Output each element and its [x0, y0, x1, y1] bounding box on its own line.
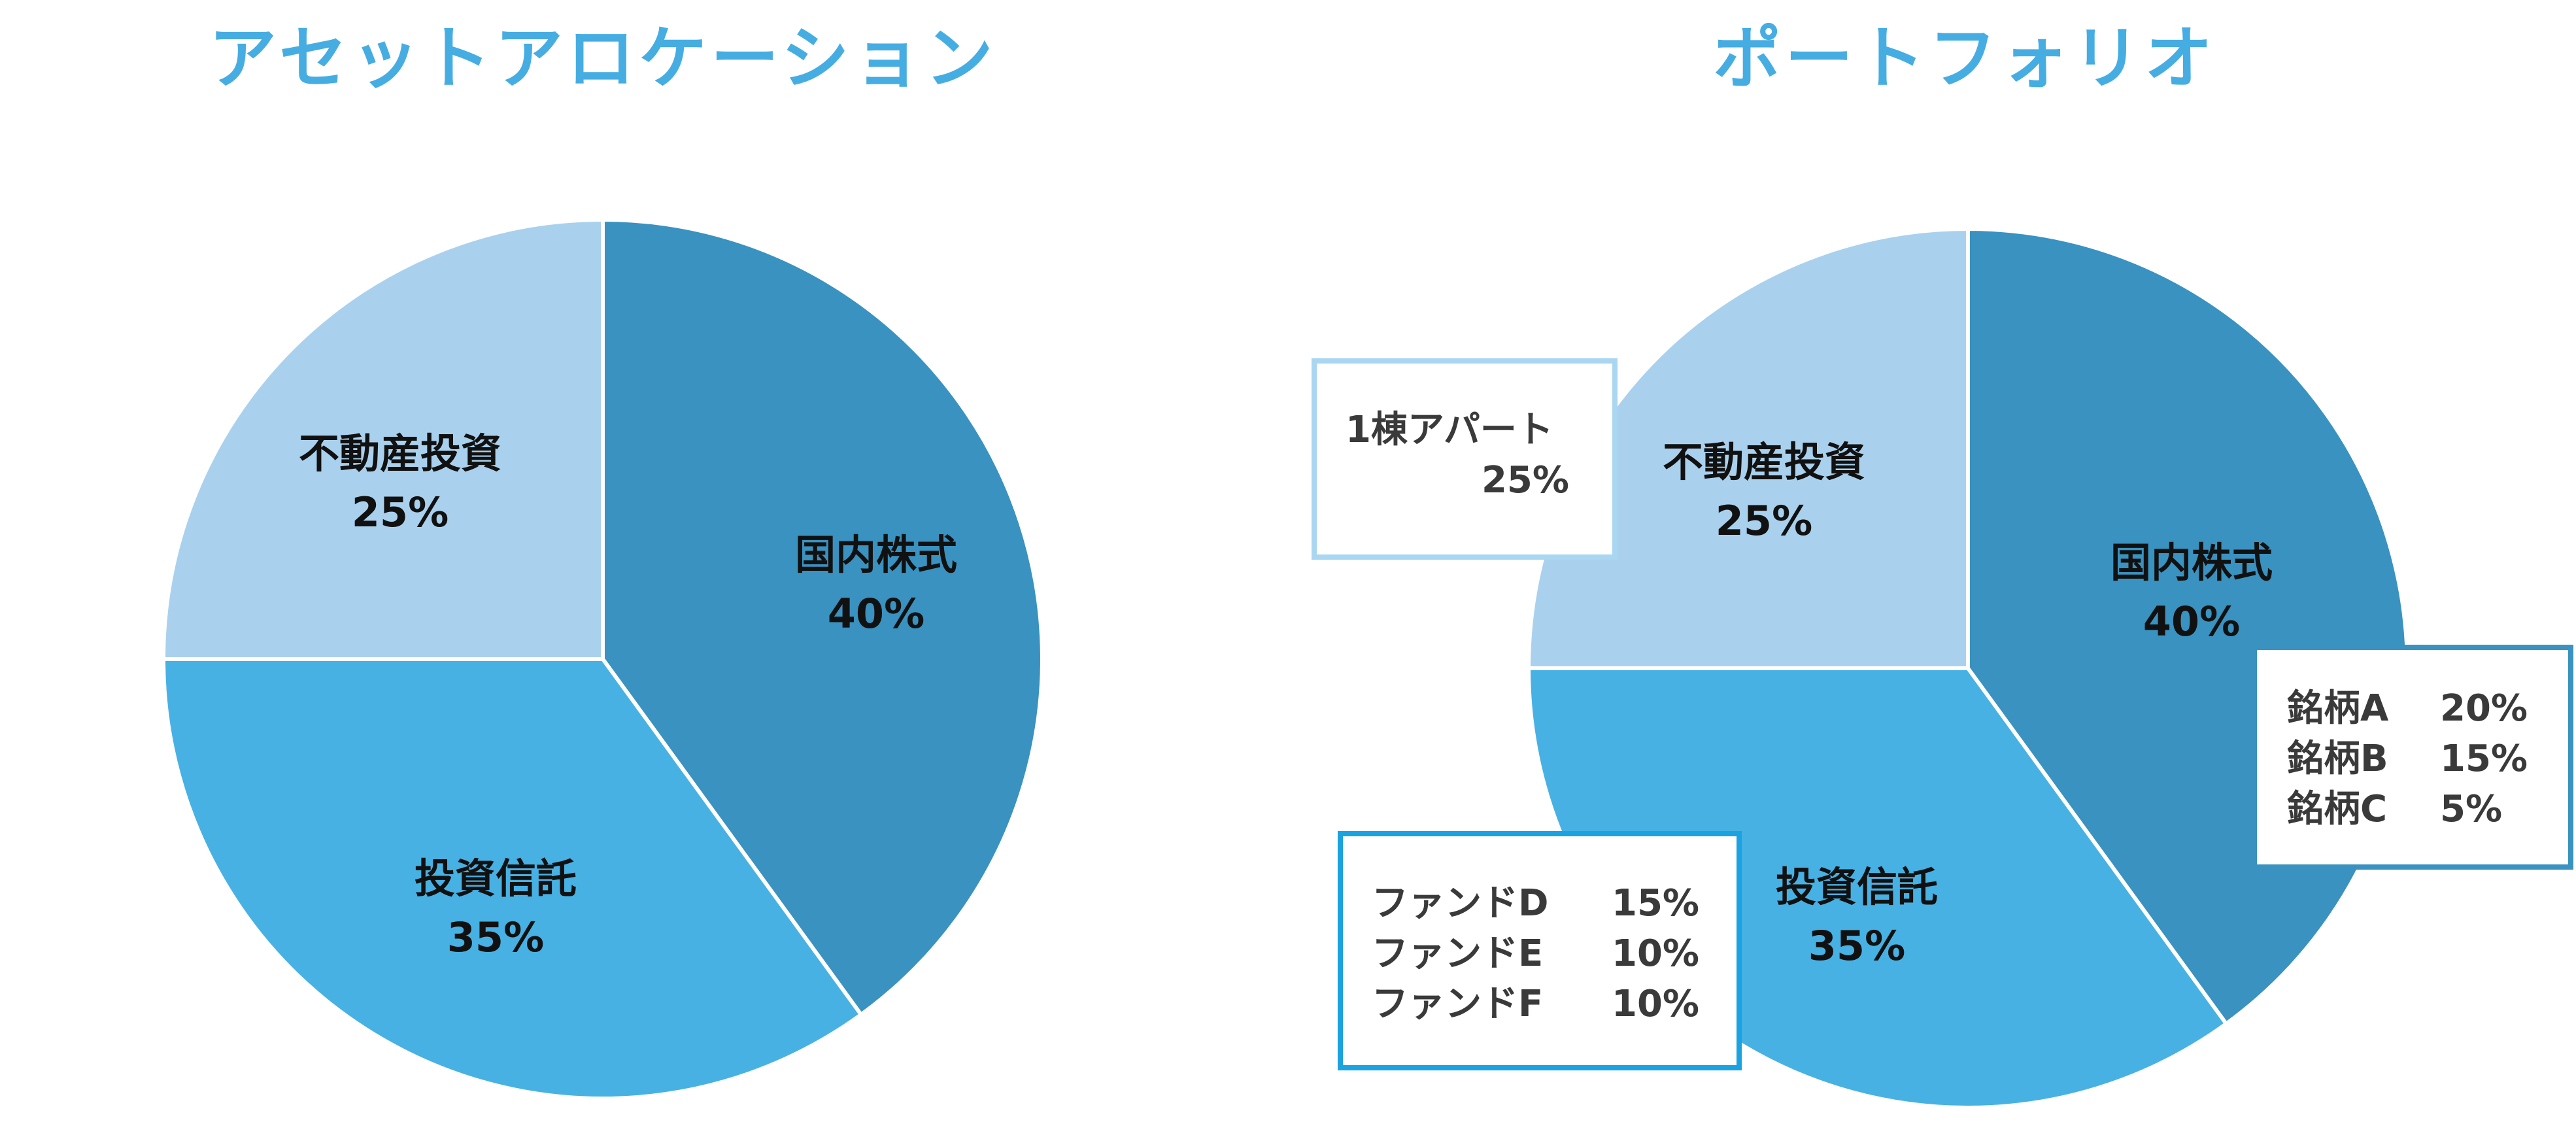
slice-label-domestic-stocks-name: 国内株式: [2110, 539, 2273, 587]
pie-slice-investment-trusts: [161, 657, 864, 1100]
breakdown-item-value: 5%: [2440, 788, 2502, 830]
breakdown-item-value: 15%: [2440, 738, 2528, 780]
breakdown-item-name: 銘柄A: [2287, 687, 2389, 730]
slice-label-investment-trusts-value: 35%: [447, 913, 544, 961]
breakdown-box-domestic-stocks: 銘柄A 20% 銘柄B 15% 銘柄C 5%: [2252, 645, 2573, 870]
slice-label-investment-trusts-value: 35%: [1808, 922, 1905, 970]
slice-label-domestic-stocks-value: 40%: [2143, 598, 2240, 645]
breakdown-box-frame: [1312, 358, 1618, 560]
slice-label-domestic-stocks-value: 40%: [828, 590, 924, 638]
breakdown-item-name: 1棟アパート: [1346, 409, 1553, 451]
slice-label-investment-trusts-name: 投資信託: [415, 855, 577, 902]
breakdown-item-value: 25%: [1482, 459, 1569, 502]
pie-slice-domestic-stocks: [601, 217, 1044, 1017]
breakdown-item-value: 20%: [2440, 687, 2528, 730]
pie-slice-real-estate: [161, 217, 605, 661]
breakdown-box-real-estate: 1棟アパート 25%: [1312, 358, 1618, 560]
pie-slice-real-estate: [1526, 226, 1970, 670]
slice-label-real-estate-value: 25%: [352, 488, 449, 536]
slice-label-domestic-stocks-name: 国内株式: [795, 531, 957, 579]
slice-label-real-estate-value: 25%: [1716, 497, 1812, 545]
chart-title: ポートフォリオ: [1713, 18, 2216, 98]
chart-title: アセットアロケーション: [209, 18, 997, 98]
breakdown-item-name: 銘柄C: [2287, 788, 2387, 830]
breakdown-box-frame: [2252, 645, 2573, 870]
breakdown-item-name: ファンドD: [1372, 882, 1548, 925]
breakdown-box-frame: [1338, 831, 1742, 1070]
slice-label-real-estate-name: 不動産投資: [1663, 438, 1865, 486]
breakdown-item-name: ファンドE: [1372, 932, 1543, 975]
slice-label-real-estate-name: 不動産投資: [299, 430, 501, 477]
breakdown-item-value: 15%: [1612, 882, 1699, 925]
breakdown-item-name: ファンドF: [1372, 983, 1543, 1025]
breakdown-item-value: 10%: [1612, 932, 1699, 975]
slice-label-investment-trusts-name: 投資信託: [1776, 863, 1938, 911]
breakdown-box-investment-trusts: ファンドD 15% ファンドE 10% ファンドF 10%: [1338, 831, 1742, 1070]
breakdown-item-name: 銘柄B: [2287, 738, 2388, 780]
breakdown-item-value: 10%: [1612, 983, 1699, 1025]
